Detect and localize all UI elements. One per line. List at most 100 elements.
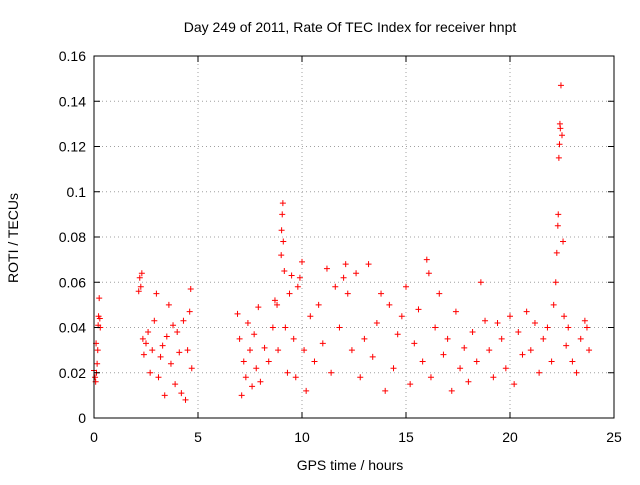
data-point — [357, 374, 364, 381]
data-point — [586, 347, 593, 354]
data-point — [323, 265, 330, 272]
data-point — [275, 347, 282, 354]
data-point — [311, 358, 318, 365]
data-point — [279, 211, 286, 218]
data-points — [91, 82, 593, 403]
data-point — [452, 308, 459, 315]
data-point — [390, 365, 397, 372]
data-point — [432, 324, 439, 331]
data-point — [563, 342, 570, 349]
y-tick-label: 0.16 — [59, 48, 86, 64]
data-point — [465, 378, 472, 385]
data-point — [577, 335, 584, 342]
data-point — [163, 333, 170, 340]
data-point — [257, 378, 264, 385]
data-point — [419, 358, 426, 365]
data-point — [552, 279, 559, 286]
x-tick-label: 15 — [398, 429, 414, 445]
data-point — [560, 238, 567, 245]
y-tick-label: 0.14 — [59, 93, 86, 109]
data-point — [519, 351, 526, 358]
data-point — [336, 324, 343, 331]
data-point — [461, 344, 468, 351]
y-tick-label: 0.06 — [59, 274, 86, 290]
data-point — [149, 347, 156, 354]
chart-title: Day 249 of 2011, Rate Of TEC Index for r… — [184, 19, 517, 35]
data-point — [147, 369, 154, 376]
data-point — [386, 301, 393, 308]
y-tick-label: 0.04 — [59, 320, 86, 336]
data-point — [292, 374, 299, 381]
data-point — [550, 301, 557, 308]
data-point — [136, 274, 143, 281]
data-point — [249, 383, 256, 390]
data-point — [184, 347, 191, 354]
data-point — [290, 335, 297, 342]
data-point — [515, 329, 522, 336]
x-tick-label: 0 — [90, 429, 98, 445]
data-point — [96, 315, 103, 322]
data-point — [170, 322, 177, 329]
data-point — [286, 290, 293, 297]
x-tick-label: 25 — [606, 429, 622, 445]
data-point — [373, 319, 380, 326]
data-point — [328, 369, 335, 376]
y-tick-label: 0.1 — [67, 184, 87, 200]
data-point — [544, 324, 551, 331]
data-point — [139, 335, 146, 342]
data-point — [176, 349, 183, 356]
data-point — [138, 270, 145, 277]
data-point — [486, 347, 493, 354]
data-point — [301, 347, 308, 354]
data-point — [548, 358, 555, 365]
data-point — [378, 290, 385, 297]
data-point — [167, 360, 174, 367]
data-point — [274, 301, 281, 308]
data-point — [342, 261, 349, 268]
data-point — [188, 365, 195, 372]
data-point — [236, 335, 243, 342]
data-point — [296, 274, 303, 281]
data-point — [556, 141, 563, 148]
data-point — [557, 125, 564, 132]
data-point — [361, 335, 368, 342]
data-point — [473, 358, 480, 365]
data-point — [340, 274, 347, 281]
y-tick-label: 0.08 — [59, 229, 86, 245]
data-point — [238, 392, 245, 399]
data-point — [319, 340, 326, 347]
data-point — [303, 387, 310, 394]
data-point — [94, 360, 101, 367]
data-point — [186, 308, 193, 315]
data-point — [92, 374, 99, 381]
data-point — [143, 340, 149, 347]
data-point — [415, 306, 422, 313]
data-point — [411, 340, 418, 347]
data-point — [382, 387, 389, 394]
data-point — [159, 342, 166, 349]
data-point — [282, 324, 289, 331]
data-point — [299, 258, 305, 265]
data-point — [180, 317, 187, 324]
data-point — [511, 381, 518, 388]
data-point — [172, 381, 179, 388]
data-point — [444, 335, 451, 342]
data-point — [555, 211, 562, 218]
data-point — [425, 270, 432, 277]
data-point — [242, 374, 249, 381]
data-point — [583, 324, 590, 331]
data-point — [448, 387, 455, 394]
data-point — [427, 374, 434, 381]
data-point — [240, 358, 247, 365]
x-tick-label: 10 — [294, 429, 310, 445]
data-point — [490, 374, 497, 381]
data-point — [581, 317, 588, 324]
data-point — [369, 353, 376, 360]
data-point — [353, 270, 360, 277]
data-point — [178, 390, 185, 397]
data-point — [407, 381, 414, 388]
data-point — [394, 331, 401, 338]
x-axis-label: GPS time / hours — [297, 457, 404, 473]
data-point — [403, 283, 409, 290]
